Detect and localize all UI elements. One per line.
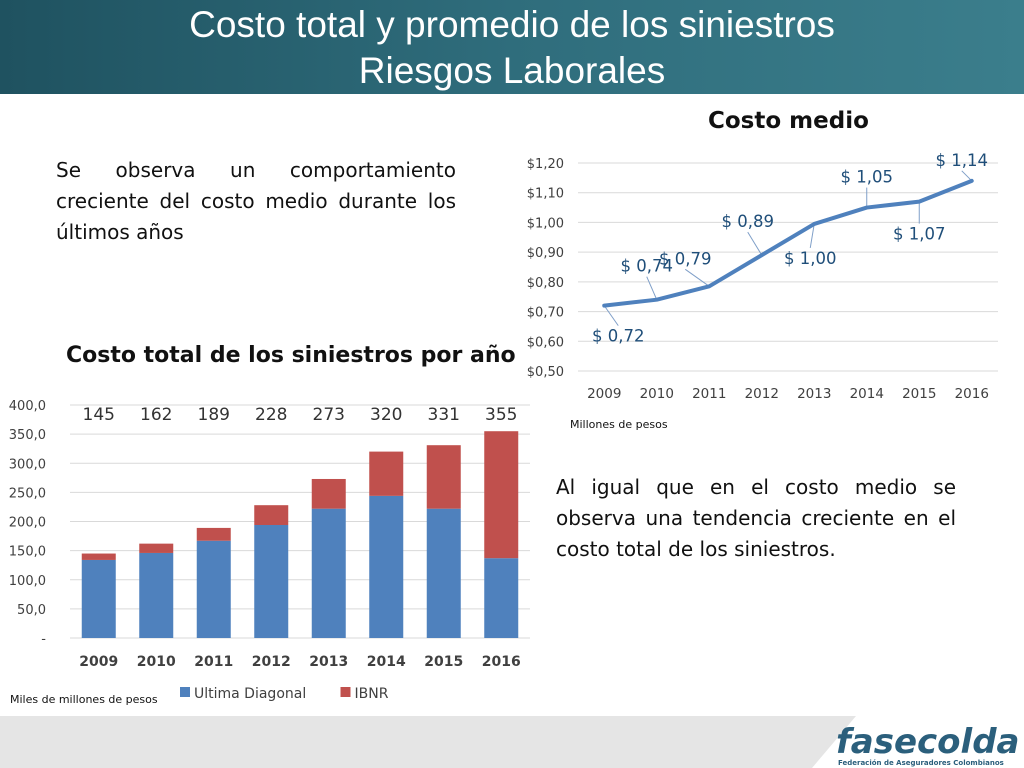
bar-y-tick-label: 350,0 bbox=[9, 428, 46, 443]
bar-y-tick-label: 200,0 bbox=[9, 516, 46, 531]
line-data-label: $ 1,00 bbox=[784, 249, 836, 268]
bar-chart-title: Costo total de los siniestros por año bbox=[66, 343, 516, 368]
line-data-label: $ 0,89 bbox=[722, 212, 774, 231]
fasecolda-logo: fasecolda Federación de Aseguradores Col… bbox=[812, 716, 1024, 768]
bar-total-label: 273 bbox=[313, 405, 345, 425]
bar-ibnr bbox=[484, 431, 519, 559]
page-title-line-1: Costo total y promedio de los siniestros bbox=[189, 4, 835, 45]
line-x-tick-label: 2009 bbox=[587, 386, 621, 402]
bar-y-tick-label: 300,0 bbox=[9, 457, 46, 472]
bar-x-tick-label: 2016 bbox=[482, 654, 521, 670]
bar-ultima-diagonal bbox=[139, 552, 174, 638]
line-series-costo-medio bbox=[602, 178, 974, 308]
bar-total-label: 355 bbox=[485, 405, 517, 425]
line-y-tick-label: $0,50 bbox=[527, 365, 564, 380]
bar-x-tick-label: 2012 bbox=[252, 654, 291, 670]
paragraph-top: Se observa un comportamiento creciente d… bbox=[56, 158, 456, 244]
bar-ultima-diagonal bbox=[311, 508, 346, 638]
paragraph-bottom: Al igual que en el costo medio se observ… bbox=[556, 475, 956, 561]
line-y-tick-label: $0,90 bbox=[527, 246, 564, 261]
bar-y-tick-label: 100,0 bbox=[9, 574, 46, 589]
bar-x-tick-label: 2010 bbox=[137, 654, 176, 670]
bar-y-tick-label: 250,0 bbox=[9, 486, 46, 501]
bar-x-tick-label: 2015 bbox=[424, 654, 463, 670]
legend-label: Ultima Diagonal bbox=[194, 686, 306, 702]
line-y-tick-label: $0,60 bbox=[527, 335, 564, 350]
bar-total-label: 331 bbox=[428, 405, 460, 425]
line-data-label: $ 1,07 bbox=[893, 225, 945, 244]
legend-swatch bbox=[180, 687, 190, 697]
bar-ibnr bbox=[81, 553, 116, 560]
bar-x-tick-label: 2009 bbox=[79, 654, 118, 670]
bar-x-tick-label: 2013 bbox=[309, 654, 348, 670]
bar-ibnr bbox=[196, 527, 231, 541]
line-data-label-leader bbox=[684, 268, 710, 287]
bar-y-tick-label: 50,0 bbox=[17, 603, 46, 618]
line-y-tick-label: $0,80 bbox=[527, 276, 564, 291]
bar-ibnr bbox=[254, 505, 289, 525]
line-data-label-leader bbox=[809, 223, 815, 248]
line-data-label-leader bbox=[646, 276, 658, 300]
bar-total-label: 189 bbox=[198, 405, 230, 425]
bar-ultima-diagonal bbox=[254, 524, 289, 638]
bar-ibnr bbox=[426, 445, 461, 509]
logo-tagline: Federación de Aseguradores Colombianos bbox=[838, 759, 1004, 767]
line-chart-unit-note: Millones de pesos bbox=[570, 418, 668, 431]
bar-total-label: 228 bbox=[255, 405, 287, 425]
bar-ultima-diagonal bbox=[426, 508, 461, 638]
line-x-tick-label: 2013 bbox=[797, 386, 831, 402]
legend-label: IBNR bbox=[355, 686, 389, 702]
bar-ultima-diagonal bbox=[484, 558, 519, 638]
logo-wordmark: fasecolda bbox=[836, 722, 1019, 762]
line-x-tick-label: 2016 bbox=[955, 386, 989, 402]
bar-x-tick-label: 2014 bbox=[367, 654, 406, 670]
line-data-label-leader bbox=[603, 305, 619, 326]
bar-x-tick-label: 2011 bbox=[194, 654, 233, 670]
bar-total-label: 145 bbox=[83, 405, 115, 425]
page-title: Costo total y promedio de los siniestros… bbox=[0, 2, 1024, 94]
line-data-label: $ 0,74 bbox=[621, 257, 673, 276]
line-x-tick-label: 2011 bbox=[692, 386, 726, 402]
bar-total-label: 162 bbox=[140, 405, 172, 425]
bar-y-tick-label: 400,0 bbox=[9, 399, 46, 414]
line-y-tick-label: $1,20 bbox=[527, 157, 564, 172]
line-y-tick-label: $0,70 bbox=[527, 306, 564, 321]
line-chart-title: Costo medio bbox=[708, 108, 869, 134]
bar-ultima-diagonal bbox=[196, 540, 231, 638]
line-data-label: $ 0,79 bbox=[659, 249, 711, 268]
line-data-label: $ 1,05 bbox=[841, 168, 893, 187]
header-banner: Costo total y promedio de los siniestros… bbox=[0, 0, 1024, 94]
line-data-label: $ 0,72 bbox=[592, 327, 644, 346]
line-data-label-leader bbox=[747, 231, 763, 256]
line-y-tick-label: $1,10 bbox=[527, 187, 564, 202]
bar-chart-unit-note: Miles de millones de pesos bbox=[10, 693, 158, 706]
legend-swatch bbox=[340, 687, 351, 697]
line-data-label: $ 1,14 bbox=[936, 151, 988, 170]
bar-ibnr bbox=[139, 543, 174, 553]
line-data-label-leader bbox=[961, 170, 973, 182]
page-title-line-2: Riesgos Laborales bbox=[358, 50, 666, 91]
line-x-tick-label: 2014 bbox=[850, 386, 884, 402]
bar-y-tick-label: - bbox=[41, 632, 46, 647]
line-x-tick-label: 2015 bbox=[902, 386, 936, 402]
bar-ibnr bbox=[311, 478, 346, 509]
line-x-tick-label: 2010 bbox=[640, 386, 674, 402]
bar-total-label: 320 bbox=[370, 405, 402, 425]
bar-y-tick-label: 150,0 bbox=[9, 545, 46, 560]
line-x-tick-label: 2012 bbox=[745, 386, 779, 402]
line-y-tick-label: $1,00 bbox=[527, 216, 564, 231]
bar-ibnr bbox=[369, 451, 404, 496]
bar-ultima-diagonal bbox=[369, 495, 404, 638]
bar-ultima-diagonal bbox=[81, 559, 116, 638]
